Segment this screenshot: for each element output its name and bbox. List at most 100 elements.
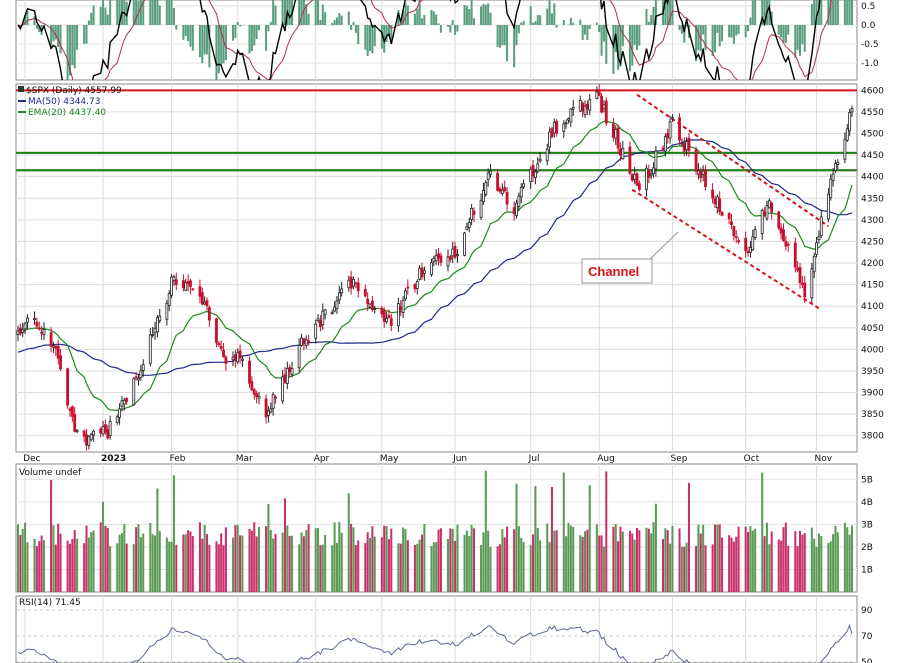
- volume-bar: [26, 542, 29, 592]
- rsi-tick-label: 50: [861, 658, 873, 663]
- osc-histogram-bar: [104, 7, 107, 26]
- candle-body: [385, 317, 388, 323]
- osc-histogram-bar: [550, 13, 553, 25]
- price-tick-label: 4450: [861, 151, 884, 161]
- callout-box: [581, 258, 653, 284]
- osc-histogram-bar: [843, 0, 846, 25]
- rsi-tick-label: 70: [861, 632, 873, 642]
- candle-body: [404, 290, 407, 300]
- osc-histogram-bar: [716, 25, 719, 33]
- osc-histogram-bar: [777, 25, 780, 35]
- osc-tick-label: -1.0: [861, 59, 879, 69]
- volume-bar: [331, 545, 334, 592]
- osc-histogram-bar: [472, 18, 476, 25]
- osc-histogram-bar: [215, 25, 218, 80]
- volume-bar: [387, 539, 390, 592]
- candle-body: [155, 317, 159, 333]
- volume-bar: [711, 544, 714, 592]
- candle-body: [122, 399, 126, 405]
- volume-bar: [546, 523, 549, 592]
- channel-line: [636, 93, 829, 228]
- osc-histogram-bar: [654, 0, 657, 25]
- osc-histogram-bar: [156, 0, 159, 25]
- candle-body: [567, 118, 570, 121]
- volume-bar: [418, 539, 421, 592]
- osc-histogram-bar: [416, 8, 419, 26]
- osc-histogram-bar: [572, 22, 575, 25]
- volume-bar: [281, 532, 284, 592]
- osc-histogram-bar: [451, 20, 454, 25]
- osc-histogram-bar: [803, 25, 806, 52]
- candle-body: [552, 122, 556, 134]
- x-tick-label: Jul: [528, 454, 540, 464]
- candle-body: [834, 163, 837, 171]
- volume-bar: [189, 531, 192, 592]
- volume-bar: [827, 543, 830, 592]
- candle-body: [172, 276, 176, 281]
- volume-bar: [184, 534, 187, 592]
- volume-bar: [198, 522, 201, 592]
- candle-body: [451, 248, 455, 257]
- osc-histogram-bar: [397, 10, 400, 25]
- volume-bar: [66, 540, 69, 592]
- osc-histogram-bar: [539, 15, 542, 25]
- volume-bar: [699, 533, 702, 592]
- osc-histogram-bar: [352, 22, 355, 25]
- candle-body: [763, 211, 767, 216]
- candle-body: [484, 182, 488, 195]
- x-tick-label: Oct: [744, 454, 760, 464]
- candle-body: [106, 429, 110, 439]
- osc-histogram-bar: [19, 25, 22, 29]
- volume-bar: [201, 538, 204, 592]
- osc-histogram-bar: [796, 25, 799, 50]
- candle-body: [470, 207, 474, 220]
- volume-bar: [205, 534, 209, 592]
- osc-histogram-bar: [307, 13, 310, 25]
- candle-body: [652, 167, 655, 174]
- volume-bar: [158, 531, 161, 592]
- candle-body: [519, 187, 523, 198]
- osc-histogram-bar: [456, 25, 459, 32]
- osc-histogram-bar: [810, 3, 813, 25]
- candle-body: [583, 105, 587, 116]
- osc-histogram-bar: [201, 25, 204, 64]
- price-tick-label: 4550: [861, 108, 884, 118]
- candle-body: [248, 360, 251, 384]
- volume-bar: [402, 527, 405, 592]
- osc-histogram-bar: [236, 22, 239, 25]
- volume-bar: [503, 537, 506, 592]
- volume-bar: [16, 524, 20, 592]
- volume-bar: [506, 526, 509, 592]
- volume-bar: [666, 530, 669, 592]
- candle-body: [413, 284, 417, 290]
- candle-body: [181, 280, 185, 289]
- osc-histogram-bar: [364, 25, 367, 50]
- volume-bar: [76, 538, 79, 592]
- candle-body: [555, 120, 559, 134]
- candle-body: [753, 229, 757, 239]
- candle-body: [73, 413, 77, 432]
- candle-body: [446, 256, 450, 267]
- volume-bar: [697, 524, 700, 592]
- candle-body: [300, 337, 303, 346]
- osc-histogram-bar: [784, 25, 787, 44]
- candle-body: [224, 356, 228, 364]
- volume-bar: [187, 530, 190, 592]
- osc-histogram-bar: [600, 25, 603, 56]
- candle-body: [550, 128, 554, 137]
- candle-body: [611, 123, 615, 138]
- candle-body: [826, 193, 830, 220]
- candle-body: [819, 216, 823, 236]
- volume-bar: [347, 493, 350, 592]
- candle-body: [718, 198, 722, 213]
- osc-histogram-bar: [799, 25, 802, 56]
- volume-bar: [465, 530, 468, 592]
- volume-bar: [416, 543, 419, 592]
- candle-body: [536, 163, 540, 172]
- osc-histogram-bar: [347, 11, 350, 25]
- candle-body: [307, 340, 311, 343]
- candle-body: [734, 236, 738, 239]
- volume-bar: [137, 524, 140, 592]
- candle-body: [99, 428, 103, 434]
- osc-histogram-bar: [617, 25, 620, 70]
